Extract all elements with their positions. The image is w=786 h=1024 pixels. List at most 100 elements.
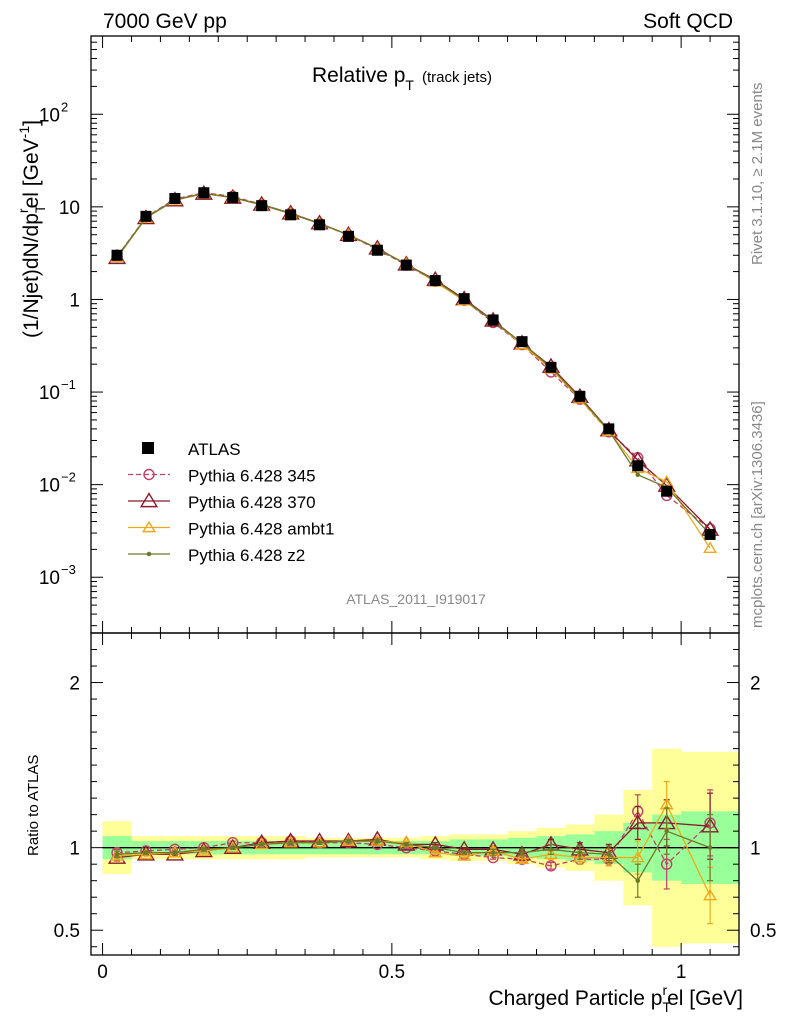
ratio-point-pythia-6-428-ambt1 [543, 847, 558, 860]
data-point-atlas [314, 219, 326, 231]
data-point-atlas [545, 361, 557, 373]
legend-label-pythia-6-428-345: Pythia 6.428 345 [188, 467, 316, 486]
y-tick-label: 10 [39, 383, 60, 404]
data-point-atlas [632, 460, 644, 472]
data-point-atlas [256, 200, 268, 212]
x-tick-label: 1 [676, 962, 687, 983]
legend-label-pythia-6-428-370: Pythia 6.428 370 [188, 493, 316, 512]
legend-label-pythia-6-428-z2: Pythia 6.428 z2 [188, 546, 305, 565]
ratio-point-pythia-6-428-370 [628, 814, 647, 830]
data-point-atlas [198, 187, 210, 199]
analysis-id-label: ATLAS_2011_I919017 [346, 591, 486, 607]
legend-marker-pythia-6-428-z2 [146, 551, 152, 557]
ratio-point-pythia-6-428-z2 [114, 851, 120, 857]
y-tick-label-exponent: −2 [61, 470, 76, 485]
legend-label-atlas: ATLAS [188, 440, 241, 459]
data-point-atlas [704, 528, 716, 540]
ratio-point-pythia-6-428-ambt1 [110, 849, 125, 861]
ratio-y-tick-label-right: 0.5 [750, 921, 776, 942]
legend-label-pythia-6-428-ambt1: Pythia 6.428 ambt1 [188, 520, 334, 539]
ratio-plot-panel: 0.5 0.5 1 1 2 2 Ratio to ATLAS [25, 632, 776, 956]
main-plot-frame [90, 35, 740, 634]
point-pythia-6-428-ambt1 [703, 541, 718, 554]
header-right-label: Soft QCD [643, 10, 733, 33]
data-point-atlas [227, 192, 239, 204]
ratio-point-pythia-6-428-ambt1 [630, 850, 645, 863]
point-pythia-6-428-z2 [635, 472, 641, 478]
ratio-point-pythia-6-428-z2 [548, 847, 554, 852]
plot-title-subscript: T [405, 77, 414, 93]
ratio-point-pythia-6-428-z2 [606, 851, 612, 857]
legend-marker-pythia-6-428-370 [139, 492, 159, 508]
data-point-atlas [429, 275, 441, 287]
ratio-point-pythia-6-428-z2 [143, 850, 149, 855]
ratio-y-axis-label: Ratio to ATLAS [25, 755, 42, 856]
y-tick-label: 10 [39, 476, 60, 497]
data-point-atlas [342, 230, 354, 242]
data-point-atlas [111, 249, 123, 261]
rivet-version-label: Rivet 3.1.10, ≥ 2.1M events [749, 83, 766, 266]
y-tick-label: 10 [59, 198, 80, 219]
ratio-y-tick-label-right: 1 [750, 839, 761, 860]
mcplots-label: mcplots.cern.ch [arXiv:1306.3436] [749, 401, 766, 628]
ratio-point-pythia-6-428-ambt1 [428, 845, 443, 858]
ratio-point-pythia-6-428-370 [426, 835, 445, 851]
ratio-point-pythia-6-428-ambt1 [138, 847, 153, 860]
data-point-atlas [603, 423, 615, 435]
legend-marker-pythia-6-428-345 [143, 468, 155, 481]
ratio-point-pythia-6-428-z2 [288, 840, 293, 846]
data-point-atlas [371, 244, 383, 256]
ratio-point-pythia-6-428-z2 [490, 850, 496, 855]
x-tick-label: 0.5 [379, 962, 405, 983]
y-tick-label: 10 [39, 568, 60, 589]
data-point-atlas [516, 336, 528, 348]
ratio-point-pythia-6-428-370 [339, 832, 358, 848]
ratio-point-pythia-6-428-ambt1 [341, 834, 356, 846]
legend-marker-pythia-6-428-ambt1 [141, 520, 157, 533]
data-point-atlas [285, 209, 297, 221]
ratio-point-pythia-6-428-ambt1 [399, 835, 414, 848]
ratio-point-pythia-6-428-z2 [519, 850, 525, 855]
y-tick-label-exponent: 2 [61, 99, 68, 114]
data-point-atlas [140, 210, 152, 222]
ratio-point-pythia-6-428-z2 [635, 878, 641, 883]
ratio-point-pythia-6-428-z2 [664, 828, 669, 834]
y-tick-label-exponent: −1 [61, 377, 76, 392]
ratio-point-pythia-6-428-z2 [707, 845, 713, 850]
ratio-point-pythia-6-428-ambt1 [370, 834, 385, 846]
plot-title-main: Relative p [312, 64, 405, 87]
ratio-y-tick-label-right: 2 [750, 674, 761, 695]
plot-title: Relative pT (track jets) [312, 64, 492, 93]
ratio-point-pythia-6-428-z2 [259, 842, 264, 847]
legend: ATLAS Pythia 6.428 345 Pythia 6.428 370 Pyt… [128, 440, 334, 565]
header-left-label: 7000 GeV pp [103, 10, 227, 33]
ratio-point-pythia-6-428-z2 [230, 845, 236, 850]
ratio-point-pythia-6-428-z2 [317, 840, 322, 846]
x-tick-label: 0 [97, 962, 108, 983]
ratio-y-tick-label: 0.5 [54, 921, 80, 942]
data-point-atlas [400, 259, 412, 271]
y-tick-label-exponent: −3 [61, 562, 76, 577]
data-point-atlas [458, 293, 470, 305]
y-tick-label: 1 [69, 290, 80, 311]
ratio-point-pythia-6-428-z2 [577, 850, 583, 855]
ratio-point-pythia-6-428-ambt1 [283, 835, 298, 848]
ratio-point-pythia-6-428-ambt1 [515, 852, 530, 865]
data-point-atlas [574, 390, 586, 402]
ratio-point-pythia-6-428-ambt1 [457, 849, 472, 861]
ratio-point-pythia-6-428-345 [660, 858, 673, 870]
ratio-plot-frame [90, 632, 740, 956]
plot-title-extra: (track jets) [422, 69, 492, 86]
data-point-atlas [169, 193, 181, 205]
ratio-point-pythia-6-428-z2 [172, 850, 178, 855]
ratio-point-pythia-6-428-z2 [432, 845, 438, 850]
ratio-point-pythia-6-428-z2 [375, 838, 380, 844]
ratio-y-tick-label: 2 [69, 674, 80, 695]
ratio-point-pythia-6-428-z2 [461, 850, 467, 855]
y-tick-label: 10 [39, 105, 60, 126]
data-point-atlas [661, 485, 673, 497]
ratio-point-pythia-6-428-ambt1 [572, 850, 587, 863]
ratio-point-pythia-6-428-z2 [201, 847, 207, 852]
